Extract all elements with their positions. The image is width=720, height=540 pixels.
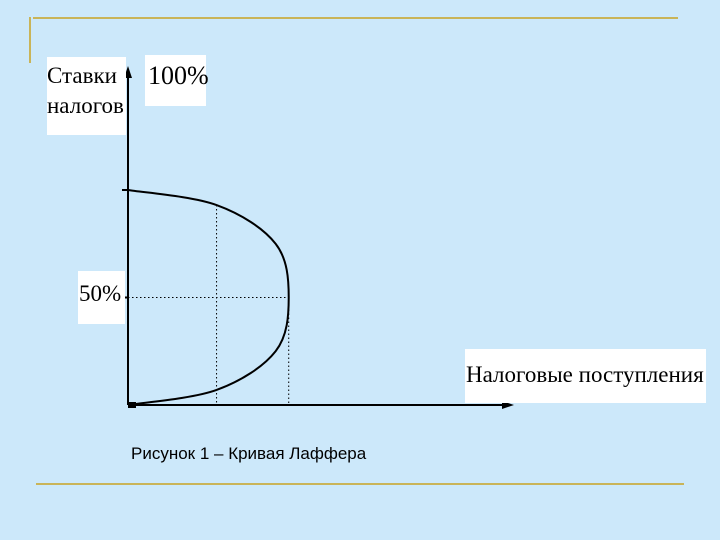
laffer-curve-line	[127, 189, 290, 406]
y-tick-label-50: 50%	[78, 271, 125, 324]
frame-top-line	[33, 17, 678, 19]
frame-left-line	[29, 17, 31, 63]
frame-bottom-line	[36, 483, 684, 485]
x-axis-arrow	[502, 401, 514, 409]
x-axis-label: Налоговые поступления	[465, 349, 706, 403]
y-axis-arrow	[124, 66, 132, 78]
y-tick-label-100: 100%	[145, 55, 209, 106]
figure-caption: Рисунок 1 – Кривая Лаффера	[131, 444, 367, 463]
y-axis-label: Ставки налогов	[47, 57, 126, 135]
